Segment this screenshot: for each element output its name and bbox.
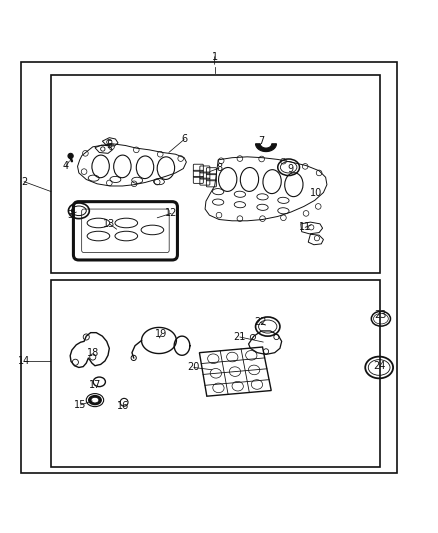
- Text: 18: 18: [87, 348, 99, 358]
- Ellipse shape: [91, 397, 99, 403]
- Text: 16: 16: [117, 401, 129, 411]
- Ellipse shape: [88, 395, 102, 405]
- Bar: [51, 279, 380, 467]
- Text: 12: 12: [165, 208, 177, 219]
- Circle shape: [68, 154, 73, 158]
- Text: 22: 22: [254, 317, 267, 327]
- Text: 21: 21: [234, 332, 246, 342]
- Bar: [51, 75, 380, 273]
- Text: 6: 6: [181, 134, 187, 144]
- Text: 5: 5: [106, 140, 113, 150]
- Text: 2: 2: [21, 176, 27, 187]
- Text: 23: 23: [375, 310, 387, 320]
- Text: 17: 17: [89, 380, 101, 390]
- Text: 13: 13: [103, 219, 116, 229]
- Text: 10: 10: [310, 188, 322, 198]
- Text: 3: 3: [67, 210, 73, 220]
- Text: 20: 20: [187, 362, 200, 373]
- Text: 1: 1: [212, 52, 218, 62]
- Text: 24: 24: [373, 361, 385, 371]
- Text: 11: 11: [299, 222, 311, 232]
- Polygon shape: [255, 144, 276, 151]
- Text: 19: 19: [155, 329, 168, 339]
- Text: 9: 9: [288, 164, 294, 174]
- Text: 8: 8: [216, 163, 222, 173]
- Text: 7: 7: [258, 136, 265, 146]
- Text: 15: 15: [74, 400, 87, 410]
- Text: 14: 14: [18, 357, 30, 366]
- Text: 4: 4: [63, 161, 69, 172]
- Bar: [21, 62, 397, 473]
